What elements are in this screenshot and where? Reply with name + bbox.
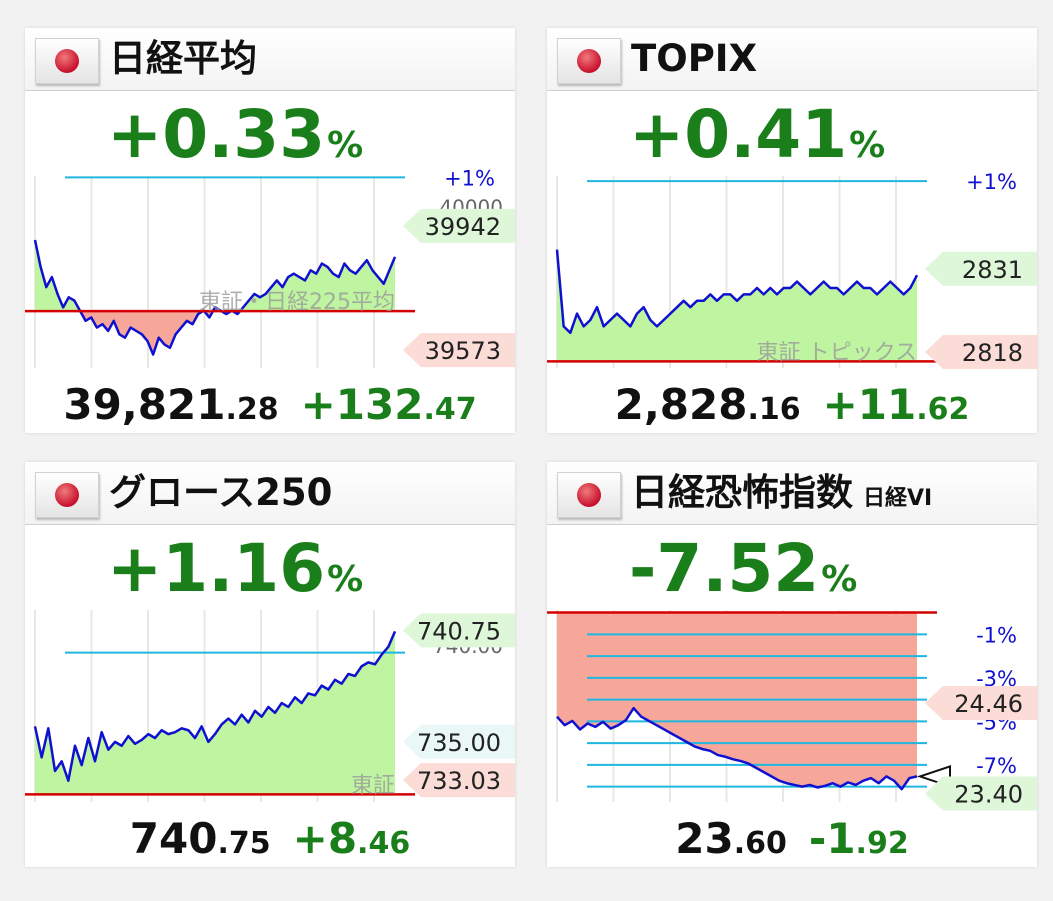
- price-tag-label: 24.46: [954, 690, 1023, 718]
- title-text: 日経恐怖指数: [631, 471, 853, 514]
- price-line: [33, 239, 397, 356]
- card-title: TOPIX: [631, 37, 757, 81]
- flag-red-circle: [55, 49, 79, 73]
- price-tag-label: 23.40: [954, 780, 1023, 808]
- percent-change: +1.16%: [107, 534, 363, 621]
- price-tag: 39942: [403, 208, 515, 243]
- card-header: 日経恐怖指数 日経VI: [547, 462, 1037, 525]
- card-title: 日経平均: [109, 37, 257, 81]
- change-integer: +8: [292, 814, 358, 863]
- reference-line-label: +1%: [966, 170, 1017, 194]
- price-integer: 740: [129, 814, 218, 863]
- card-nikkei225[interactable]: 日経平均 +0.33% +1% 40000 東証・日経225平均 39942 39573 39…: [25, 28, 515, 433]
- price-tag-label: 39942: [425, 213, 501, 241]
- chart-watermark: 東証: [351, 773, 395, 798]
- price-tag-label: 740.75: [417, 617, 501, 645]
- price-tag: 733.03: [403, 763, 515, 798]
- price-integer: 2,828: [614, 380, 748, 429]
- card-header: グロース250: [25, 462, 515, 525]
- price-summary: 39,821.28 +132.47: [25, 378, 515, 432]
- price-integer: 39,821: [63, 380, 226, 429]
- price-summary: 23.60 -1.92: [547, 812, 1037, 866]
- percent-value: +0.41: [629, 96, 848, 173]
- card-topix[interactable]: TOPIX +0.41% +1% 東証 トピックス 2831 2818 2,828.16 +1…: [547, 28, 1037, 433]
- price-tag: 39573: [403, 333, 515, 368]
- card-header: TOPIX: [547, 28, 1037, 91]
- percent-change: -7.52%: [629, 534, 857, 621]
- price-line: [33, 630, 397, 782]
- price-tag-label: 733.03: [417, 767, 501, 795]
- change-value: -1.92: [809, 814, 909, 863]
- price-tag: 24.46: [925, 686, 1037, 721]
- price-tag-label: 39573: [425, 337, 501, 365]
- price-tag-label: 2831: [962, 256, 1023, 284]
- title-text: 日経平均: [109, 37, 257, 80]
- change-integer: +132: [300, 380, 424, 429]
- card-header: 日経平均: [25, 28, 515, 91]
- chart-watermark: 東証・日経225平均: [199, 290, 395, 315]
- area-fill-below-base: [557, 612, 917, 790]
- reference-line-label: -1%: [976, 623, 1017, 647]
- price-line: [556, 706, 918, 791]
- flag-red-circle: [577, 49, 601, 73]
- card-growth250[interactable]: グロース250+1.16%740.00東証740.75735.00733.037…: [25, 462, 515, 867]
- change-value: +11.62: [823, 380, 970, 429]
- change-decimal: .46: [357, 826, 411, 861]
- price-summary: 2,828.16 +11.62: [547, 378, 1037, 432]
- japan-flag-icon: [35, 38, 99, 84]
- percent-symbol: %: [327, 125, 364, 166]
- percent-value: -7.52: [629, 530, 820, 607]
- price-decimal: .60: [733, 826, 787, 861]
- japan-flag-icon: [557, 472, 621, 518]
- price-tag: 2831: [925, 251, 1037, 286]
- price-summary: 740.75 +8.46: [25, 812, 515, 866]
- flag-red-circle: [55, 483, 79, 507]
- change-value: +132.47: [301, 380, 477, 429]
- japan-flag-icon: [35, 472, 99, 518]
- percent-symbol: %: [821, 559, 858, 600]
- change-value: +8.46: [293, 814, 411, 863]
- price-decimal: .75: [217, 826, 271, 861]
- change-integer: -1: [808, 814, 856, 863]
- change-decimal: .62: [916, 392, 970, 427]
- price-decimal: .28: [225, 392, 279, 427]
- percent-symbol: %: [327, 559, 364, 600]
- change-decimal: .47: [423, 392, 477, 427]
- card-title: 日経恐怖指数 日経VI: [631, 471, 932, 521]
- percent-value: +1.16: [107, 530, 326, 607]
- reference-line-label: -7%: [976, 754, 1017, 778]
- percent-change: +0.41%: [629, 100, 885, 187]
- title-text: グロース250: [109, 471, 333, 514]
- title-text: TOPIX: [631, 37, 758, 80]
- price-decimal: .16: [747, 392, 801, 427]
- percent-value: +0.33: [107, 96, 326, 173]
- percent-symbol: %: [849, 125, 886, 166]
- price-integer: 23: [675, 814, 734, 863]
- area-fill-above-base: [35, 631, 395, 795]
- chart-watermark: 東証 トピックス: [757, 340, 917, 365]
- price-tag: 23.40: [925, 776, 1037, 811]
- card-title: グロース250: [109, 471, 332, 515]
- card-nikkei-vi[interactable]: 日経恐怖指数日経VI-7.52%-1%-3%-5%-7%日経平均VI24.462…: [547, 462, 1037, 867]
- area-fill-above-base: [35, 240, 395, 312]
- area-fill-below-base: [35, 311, 395, 355]
- price-tag: 735.00: [403, 724, 515, 759]
- change-integer: +11: [822, 380, 917, 429]
- japan-flag-icon: [557, 38, 621, 84]
- percent-change: +0.33%: [107, 100, 363, 187]
- price-tag-label: 2818: [962, 339, 1023, 367]
- reference-line-label: +1%: [444, 168, 495, 190]
- change-decimal: .92: [855, 826, 909, 861]
- intraday-chart: +1% 東証 トピックス 2831 2818: [547, 170, 1037, 369]
- price-line: [555, 249, 919, 335]
- area-fill-above-base: [557, 249, 917, 362]
- price-tag-label: 735.00: [417, 729, 501, 757]
- flag-red-circle: [577, 483, 601, 507]
- price-tag: 740.75: [403, 613, 515, 648]
- price-tag: 2818: [925, 335, 1037, 369]
- title-subtitle: 日経VI: [863, 486, 933, 511]
